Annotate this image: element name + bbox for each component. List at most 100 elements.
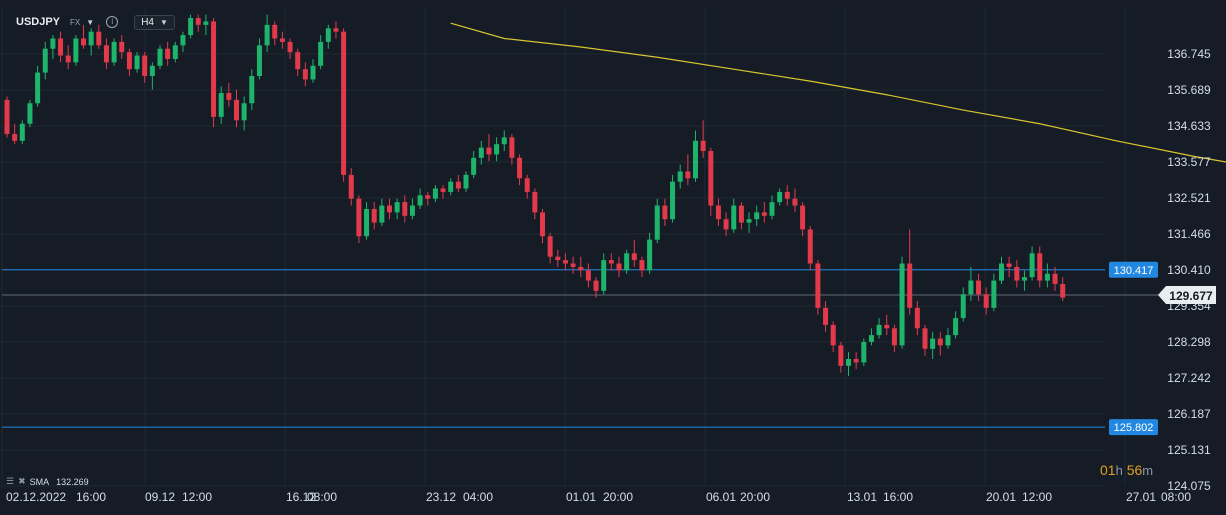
- candle: [838, 341, 844, 373]
- symbol-dropdown-icon[interactable]: ▼: [86, 17, 95, 27]
- y-tick-label: 127.242: [1167, 371, 1211, 385]
- candle-body: [333, 28, 339, 32]
- candle-body: [448, 181, 454, 192]
- candle: [876, 318, 882, 339]
- candle: [172, 41, 178, 63]
- candle-body: [815, 263, 821, 308]
- current-price-tag: [1158, 285, 1216, 304]
- candle: [754, 205, 760, 227]
- current-price-tag-label: 129.677: [1169, 289, 1213, 303]
- y-tick-label: 130.410: [1167, 263, 1211, 277]
- candle-body: [58, 38, 64, 56]
- candle: [1029, 246, 1035, 281]
- candle: [471, 151, 477, 179]
- indicator-menu-icon[interactable]: ☰: [6, 476, 15, 486]
- candle: [50, 35, 56, 59]
- candle: [432, 185, 438, 203]
- candle-body: [631, 253, 637, 261]
- candle-body: [930, 338, 936, 349]
- candle-body: [364, 208, 370, 237]
- candle-body: [876, 324, 882, 336]
- candle: [463, 171, 469, 192]
- x-tick-time: 20:00: [603, 490, 633, 504]
- sma-line: [450, 22, 1226, 163]
- candle: [126, 48, 132, 76]
- candle: [509, 133, 515, 165]
- candle: [761, 202, 767, 223]
- candle: [387, 198, 392, 220]
- candle: [119, 35, 125, 59]
- candle: [478, 140, 484, 165]
- candle-body: [647, 239, 653, 271]
- info-icon[interactable]: i: [106, 16, 119, 28]
- candle: [19, 120, 25, 145]
- candle-body: [81, 38, 86, 46]
- candle: [310, 58, 316, 83]
- candle: [540, 208, 545, 244]
- candle-body: [65, 55, 71, 63]
- candle: [555, 249, 561, 267]
- candle: [264, 14, 270, 53]
- candle-body: [807, 229, 813, 264]
- candle: [930, 331, 936, 359]
- candle-body: [937, 338, 943, 346]
- candle-body: [486, 147, 492, 155]
- indicator-close-icon[interactable]: ✖: [18, 476, 26, 486]
- candle-body: [103, 45, 109, 63]
- candle: [517, 154, 523, 186]
- candle-body: [1060, 283, 1066, 298]
- candle-body: [88, 31, 94, 46]
- candle: [731, 198, 737, 233]
- x-tick-time: 16:00: [883, 490, 913, 504]
- candle: [440, 185, 446, 199]
- candle-body: [318, 41, 324, 66]
- candle-body: [761, 212, 767, 216]
- candle: [1044, 263, 1050, 288]
- candle-body: [547, 236, 553, 257]
- candle: [501, 130, 507, 152]
- candle: [272, 21, 278, 46]
- candle-body: [394, 202, 400, 213]
- candle-body: [325, 28, 331, 42]
- candle-body: [440, 188, 446, 192]
- candle: [149, 62, 155, 90]
- candle: [142, 52, 148, 83]
- y-tick-label: 132.521: [1167, 191, 1211, 205]
- candle-body: [455, 181, 461, 189]
- candle-body: [746, 219, 752, 223]
- candle: [195, 14, 201, 32]
- candle-body: [608, 260, 614, 264]
- y-axis[interactable]: 136.745 135.689 134.633 133.577 132.521 131.4…: [1167, 47, 1211, 493]
- candle-body: [891, 328, 897, 346]
- candle: [379, 198, 385, 227]
- candle: [846, 352, 851, 377]
- candle-body: [945, 335, 951, 346]
- countdown-minutes-unit: m: [1142, 463, 1154, 478]
- candle-body: [35, 72, 41, 104]
- candle-body: [111, 41, 117, 63]
- candle-body: [715, 205, 721, 220]
- candle: [976, 273, 982, 302]
- candle-body: [234, 99, 239, 121]
- symbol-label[interactable]: USDJPY: [16, 16, 61, 28]
- candle: [157, 45, 163, 70]
- timeframe-select[interactable]: H4 ▼: [134, 14, 175, 30]
- candle-body: [953, 318, 959, 336]
- candle: [58, 31, 64, 63]
- countdown-minutes: 56: [1126, 462, 1143, 478]
- candle-body: [348, 174, 354, 199]
- candle-body: [4, 99, 10, 134]
- candles-group: [4, 14, 1066, 377]
- candle: [578, 256, 584, 278]
- candle: [823, 301, 829, 332]
- candle: [983, 287, 989, 315]
- candle-body: [180, 35, 186, 46]
- candle-body: [800, 205, 806, 230]
- candle-body: [203, 21, 209, 25]
- candle-body: [279, 38, 285, 42]
- candle-body: [838, 345, 844, 366]
- indicator-value: 132.269: [56, 476, 89, 487]
- candle-body: [685, 171, 691, 179]
